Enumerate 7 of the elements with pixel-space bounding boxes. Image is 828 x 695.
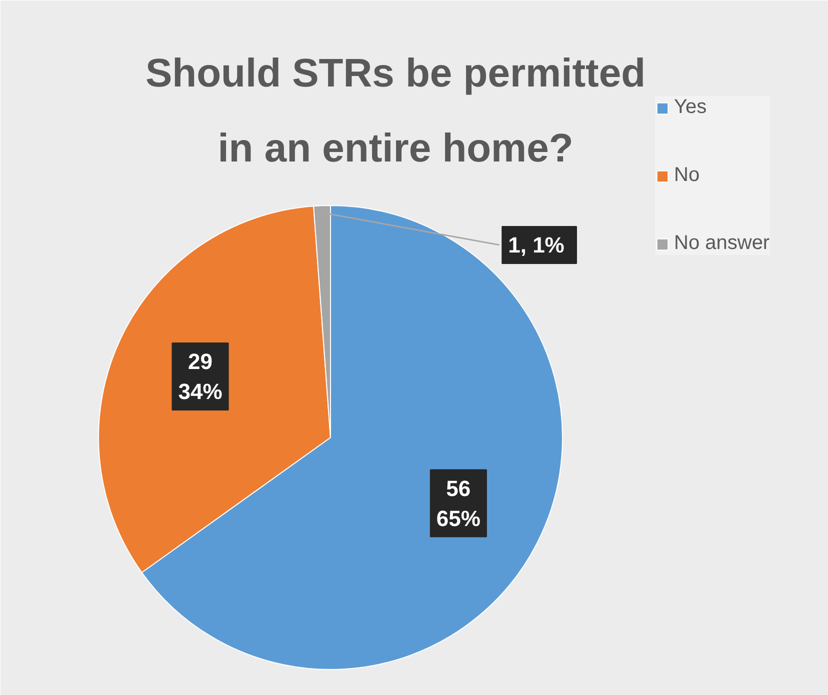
data-label: 29 34% (178, 348, 222, 404)
data-label: 1, 1% (508, 232, 564, 258)
data-label: 56 65% (436, 476, 480, 531)
legend-label: Yes (674, 96, 707, 119)
chart-title: Should STRs be permitted in an entire home? (145, 52, 646, 170)
legend-label: No (674, 164, 700, 187)
legend-label: No answer (674, 232, 770, 255)
